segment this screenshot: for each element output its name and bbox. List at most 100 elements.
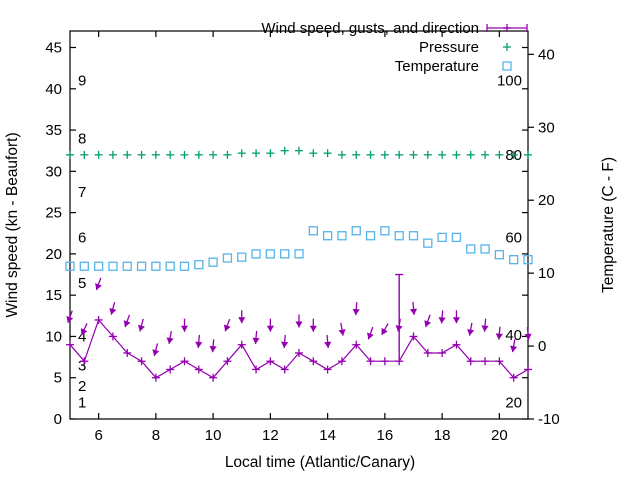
wind-direction-arrow-head — [352, 308, 360, 316]
y-tick-label: 30 — [45, 163, 62, 180]
wind-direction-arrow-head — [452, 317, 461, 324]
temperature-marker — [79, 261, 89, 271]
x-axis-title: Local time (Atlantic/Canary) — [225, 454, 415, 471]
wind-direction-arrow-head — [338, 329, 346, 336]
y-tick-label: 0 — [54, 411, 62, 428]
temperature-marker — [65, 261, 75, 271]
wind-direction-arrow-head — [137, 324, 145, 332]
wind-direction-arrow-head — [80, 328, 88, 336]
wind-direction-arrow-head — [395, 325, 403, 332]
temperature-marker — [165, 261, 175, 271]
wind-direction-arrow-head — [195, 341, 203, 348]
wind-direction-arrow-head — [481, 325, 489, 332]
x-tick-label: 12 — [262, 427, 279, 444]
fahrenheit-label: 20 — [505, 394, 522, 411]
wind-speed-line — [69, 318, 529, 379]
temperature-marker — [151, 261, 161, 271]
wind-direction-arrow-head — [152, 349, 160, 357]
temperature-marker — [451, 232, 462, 243]
y2-axis-title: Temperature (C - F) — [600, 157, 617, 293]
temperature-marker — [237, 252, 247, 262]
wind-direction-arrow-head — [266, 325, 274, 332]
temperature-marker — [337, 231, 347, 241]
temperature-marker — [194, 259, 204, 270]
beaufort-label: 2 — [78, 378, 86, 395]
temperature-marker — [308, 226, 318, 236]
wind-direction-arrow-head — [166, 337, 174, 344]
y2-tick-label: 10 — [538, 265, 555, 282]
beaufort-label: 8 — [78, 130, 86, 147]
y2-tick-label: 20 — [538, 192, 555, 209]
fahrenheit-labels: 20406080100 — [497, 73, 522, 412]
wind-direction-arrow-head — [223, 324, 231, 332]
y-axis-title: Wind speed (kn - Beaufort) — [4, 132, 21, 317]
wind-direction-arrow-head — [510, 345, 518, 353]
fahrenheit-label: 100 — [497, 73, 522, 90]
y-tick-label: 10 — [45, 328, 62, 345]
temperature-marker — [480, 244, 490, 254]
fahrenheit-label: 60 — [505, 229, 522, 246]
series-1 — [66, 273, 532, 382]
temperature-marker — [265, 249, 276, 259]
y-tick-label: 15 — [45, 287, 62, 304]
y2-tick-label: 40 — [538, 46, 555, 63]
wind-direction-arrow-head — [95, 283, 102, 291]
wind-direction-arrow-head — [381, 327, 388, 335]
beaufort-label: 3 — [78, 357, 86, 374]
temperature-marker — [466, 244, 476, 254]
temperature-marker — [179, 261, 190, 271]
x-axis: 6 8 10 12 14 16 18 20 — [94, 31, 508, 444]
temperature-marker — [365, 231, 376, 241]
x-tick-label: 18 — [434, 427, 451, 444]
wind-direction-arrow-head — [295, 321, 303, 328]
temperature-marker — [222, 253, 233, 263]
y-tick-label: 5 — [54, 370, 62, 387]
y-tick-label: 40 — [45, 81, 62, 98]
beaufort-label: 4 — [78, 328, 86, 345]
wind-direction-arrow-head — [281, 341, 289, 348]
temperature-marker — [322, 231, 333, 241]
wind-direction-arrow-head — [324, 341, 332, 348]
wind-direction-arrow-head — [438, 317, 446, 324]
beaufort-label: 6 — [78, 229, 86, 246]
wind-direction-arrow-head — [424, 320, 432, 328]
y-tick-label: 45 — [45, 40, 62, 57]
temperature-marker — [294, 249, 304, 259]
wind-direction-arrow-head — [180, 325, 189, 332]
beaufort-label: 9 — [78, 73, 86, 90]
beaufort-label: 5 — [78, 275, 86, 292]
legend: Wind speed, gusts, and direction Pressure… — [261, 20, 528, 75]
y2-tick-label: 0 — [538, 338, 546, 355]
temperature-marker — [408, 231, 419, 241]
legend-label-2: Pressure — [419, 39, 479, 56]
temperature-marker — [380, 226, 390, 236]
y-tick-label: 20 — [45, 246, 62, 263]
fahrenheit-label: 40 — [505, 327, 522, 344]
wind-direction-arrow-head — [238, 317, 246, 324]
legend-label-1: Wind speed, gusts, and direction — [261, 20, 479, 37]
temperature-marker — [208, 257, 218, 267]
temperature-marker — [423, 238, 433, 248]
wind-direction-arrow-head — [109, 307, 117, 315]
temperature-marker — [122, 261, 132, 271]
temperature-marker — [437, 232, 447, 243]
wind-direction-arrow-head — [524, 333, 532, 340]
temperature-marker — [108, 261, 118, 271]
y-tick-label: 25 — [45, 205, 62, 222]
x-tick-label: 16 — [377, 427, 394, 444]
y2-tick-label: 30 — [538, 119, 555, 136]
y2-axis: -10 0 10 20 30 40 — [528, 46, 560, 428]
temperature-marker — [251, 249, 261, 259]
wind-direction-arrow-head — [252, 337, 260, 344]
series-3 — [65, 226, 533, 271]
beaufort-label: 1 — [78, 394, 86, 411]
plot-frame — [69, 30, 529, 420]
temperature-marker — [93, 261, 104, 271]
wind-direction-arrow-head — [467, 329, 475, 336]
temperature-marker — [523, 255, 533, 265]
x-tick-label: 8 — [152, 427, 160, 444]
temperature-marker — [494, 250, 505, 260]
wind-direction-arrow-head — [123, 320, 131, 328]
